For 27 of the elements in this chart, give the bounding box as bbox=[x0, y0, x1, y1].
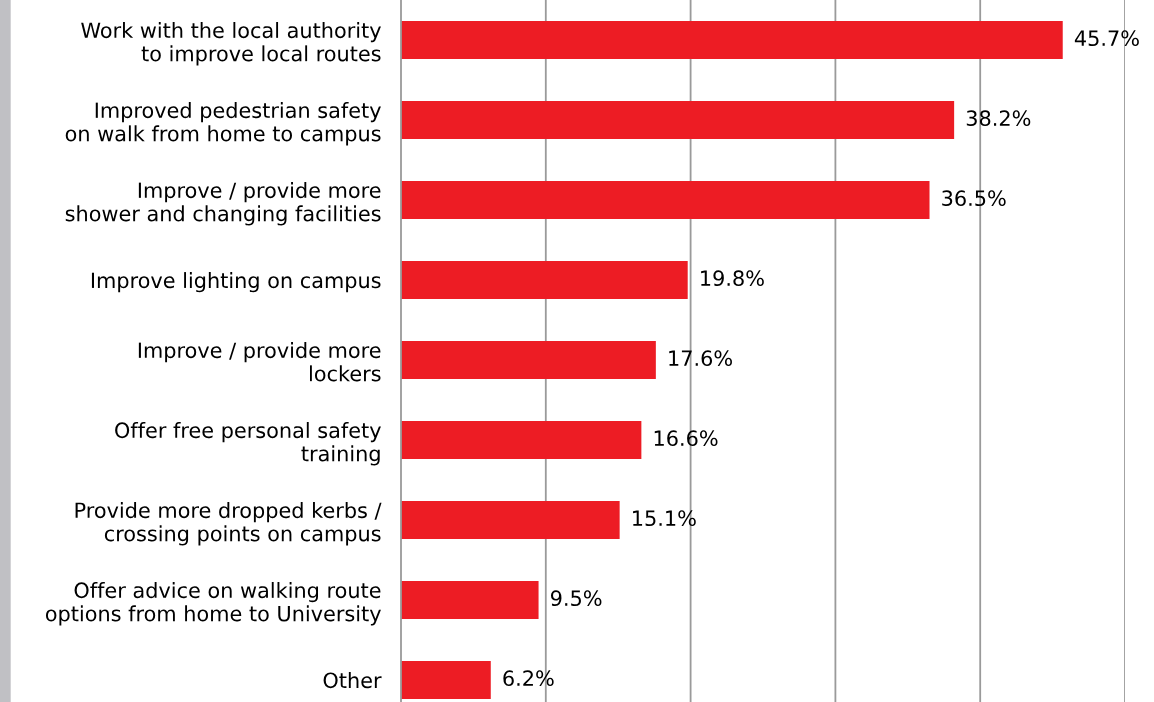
bar bbox=[401, 261, 688, 299]
data-label: 17.6% bbox=[669, 350, 732, 367]
y-tick-label: Improved pedestrian safety on walk from home to campus bbox=[65, 102, 381, 146]
data-label: 19.8% bbox=[701, 270, 764, 287]
bar bbox=[401, 101, 955, 139]
bar bbox=[401, 581, 539, 619]
y-tick-label: Improve / provide more shower and changing facilities bbox=[65, 182, 381, 226]
bar bbox=[401, 181, 930, 219]
y-tick-label: Offer free personal safety training bbox=[115, 422, 381, 466]
bar bbox=[401, 501, 620, 539]
y-tick-label: Provide more dropped kerbs / crossing points on campus bbox=[75, 502, 382, 546]
y-tick-label: Other bbox=[323, 672, 382, 689]
data-label: 15.1% bbox=[633, 510, 696, 527]
data-label: 6.2% bbox=[503, 670, 554, 687]
y-tick-label: Offer advice on walking route options from home to University bbox=[45, 582, 381, 626]
data-label: 9.5% bbox=[550, 590, 602, 607]
y-tick-label: Improve lighting on campus bbox=[91, 272, 381, 293]
data-label: 38.2% bbox=[966, 110, 1031, 127]
data-label: 36.5% bbox=[942, 190, 1006, 207]
bar bbox=[401, 421, 642, 459]
bar bbox=[401, 21, 1063, 59]
y-tick-label: Work with the local authority to improve local routes bbox=[81, 22, 381, 66]
y-tick-label: Improve / provide more lockers bbox=[138, 342, 381, 382]
data-label: 16.6% bbox=[654, 430, 718, 447]
bar bbox=[401, 341, 656, 379]
data-label: 45.7% bbox=[1074, 30, 1139, 47]
bar bbox=[401, 661, 491, 699]
